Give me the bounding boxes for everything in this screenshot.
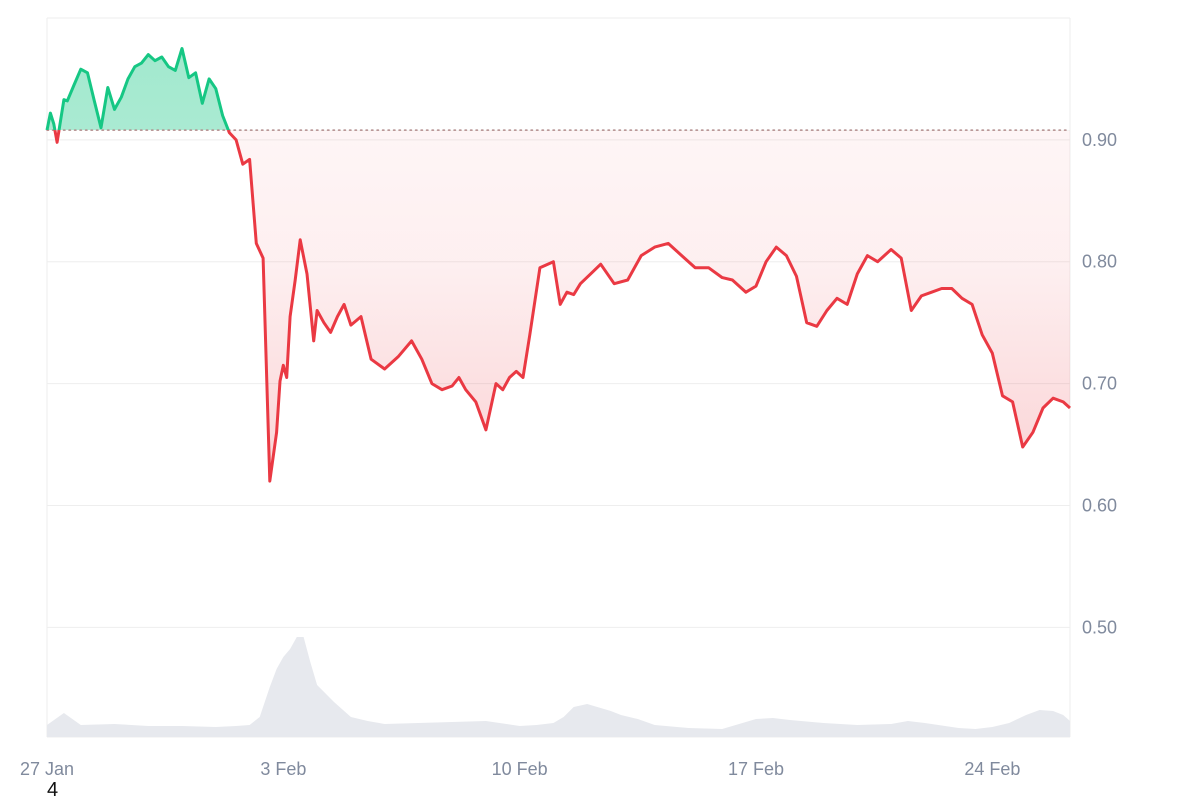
volume-area-group [47, 637, 1070, 737]
volume-area [47, 637, 1070, 737]
axes-group: 0.90 0.80 0.70 0.60 0.50 27 Jan 3 Feb 10 Feb 17 … [20, 130, 1117, 779]
y-tick-label: 0.60 [1082, 495, 1117, 515]
x-tick-label: 3 Feb [260, 759, 306, 779]
y-tick-label: 0.70 [1082, 374, 1117, 394]
price-line-group [45, 47, 1072, 483]
y-tick-label: 0.50 [1082, 617, 1117, 637]
x-tick-label: 24 Feb [964, 759, 1020, 779]
price-line-below [47, 130, 1072, 483]
y-tick-label: 0.80 [1082, 252, 1117, 272]
price-fill-group [47, 48, 1070, 482]
y-tick-label: 0.90 [1082, 130, 1117, 150]
x-tick-label: 10 Feb [492, 759, 548, 779]
below-baseline-fill [54, 130, 1070, 482]
price-line-above [45, 47, 230, 131]
x-tick-label: 27 Jan [20, 759, 74, 779]
x-tick-label: 17 Feb [728, 759, 784, 779]
stray-footer-label: 4 [47, 779, 59, 800]
